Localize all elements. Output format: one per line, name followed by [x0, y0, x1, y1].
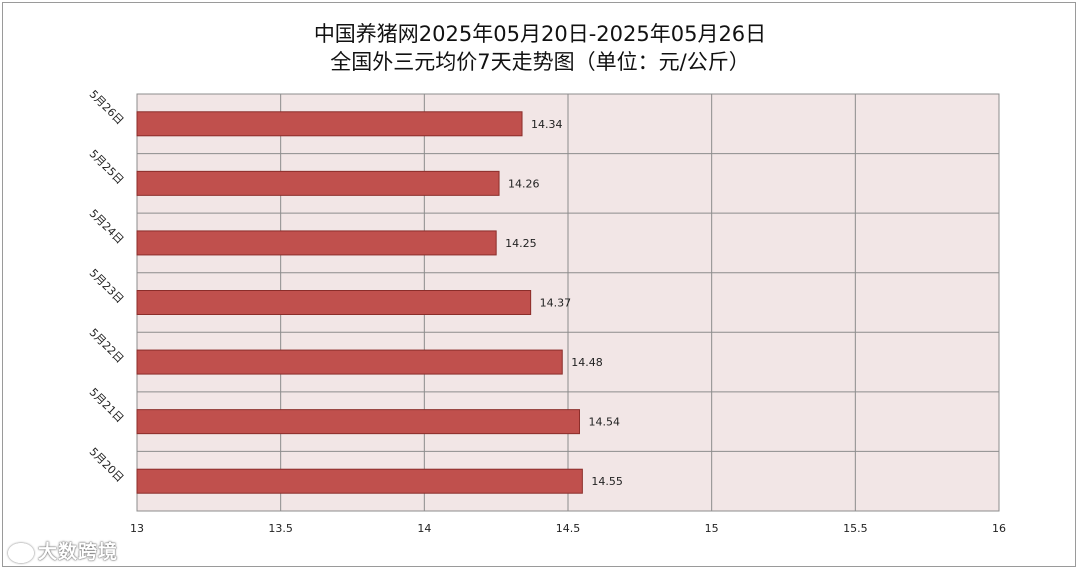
- x-tick-label: 15.5: [843, 522, 868, 535]
- bar: [136, 170, 500, 196]
- x-tick-label: 16: [992, 522, 1006, 535]
- data-label: 14.55: [591, 475, 623, 488]
- data-label: 14.37: [540, 297, 572, 310]
- y-category-label: 5月21日: [87, 386, 127, 426]
- x-tick-label: 15: [705, 522, 719, 535]
- bar: [136, 409, 580, 435]
- x-tick-label: 14: [417, 522, 431, 535]
- y-category-label: 5月24日: [87, 207, 127, 247]
- y-category-label: 5月25日: [87, 147, 127, 187]
- x-tick-label: 13: [130, 522, 144, 535]
- bar: [136, 290, 532, 315]
- data-label: 14.25: [505, 237, 536, 250]
- y-category-label: 5月22日: [87, 326, 127, 366]
- y-category-label: 5月26日: [87, 88, 127, 128]
- watermark-text: 大数跨境: [38, 541, 119, 563]
- bar: [136, 349, 563, 375]
- chart-title: 中国养猪网2025年05月20日-2025年05月26日: [313, 22, 767, 46]
- data-label: 14.48: [571, 356, 603, 369]
- x-tick-label: 13.5: [268, 522, 293, 535]
- watermark-logo-icon: [8, 542, 34, 563]
- bar: [136, 111, 523, 137]
- data-label: 14.26: [508, 177, 540, 190]
- y-category-label: 5月20日: [87, 445, 127, 485]
- x-tick-label: 14.5: [556, 522, 581, 535]
- data-label: 14.34: [531, 118, 563, 131]
- y-category-label: 5月23日: [87, 266, 127, 306]
- chart-subtitle: 全国外三元均价7天走势图（单位：元/公斤）: [330, 50, 750, 74]
- bar: [136, 230, 497, 256]
- data-label: 14.54: [588, 416, 620, 429]
- watermark: 大数跨境: [8, 537, 118, 564]
- bar: [136, 468, 583, 494]
